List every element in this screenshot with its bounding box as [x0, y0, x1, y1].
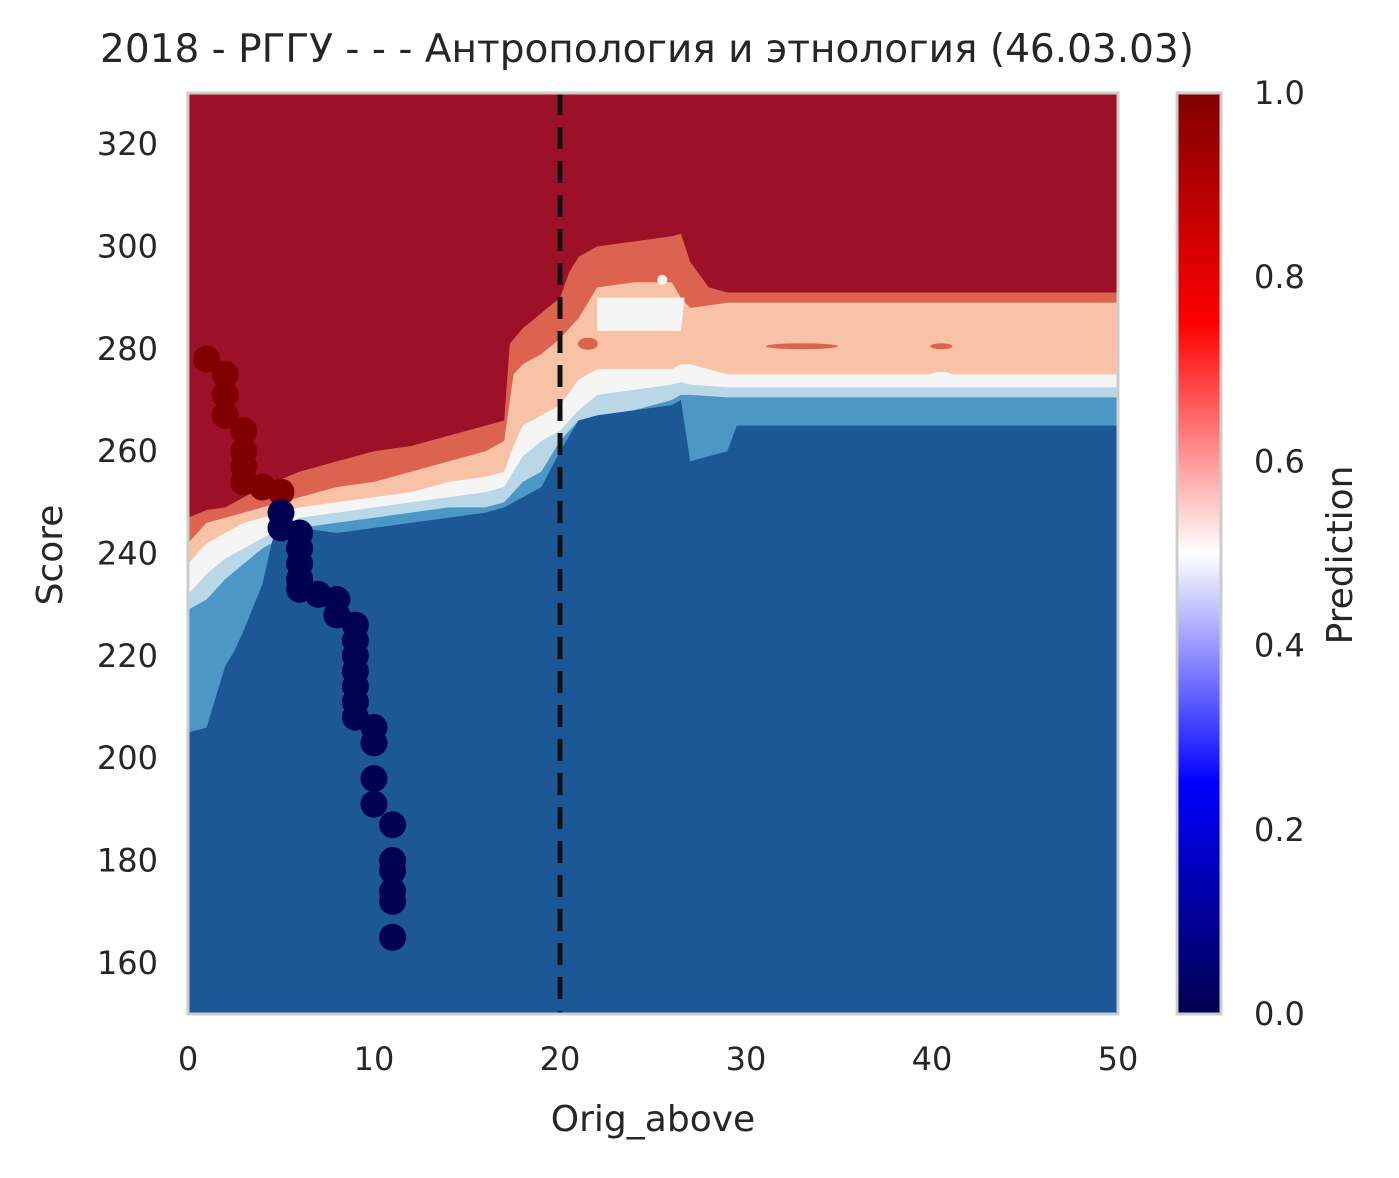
colorbar-tick-labels: 0.0 0.2 0.4 0.6 0.8 1.0 — [1254, 74, 1305, 1033]
colorbar-tick-label: 1.0 — [1254, 74, 1305, 112]
x-tick-label: 30 — [726, 1040, 767, 1078]
colorbar-tick-label: 0.2 — [1254, 811, 1305, 849]
data-point — [360, 790, 388, 818]
x-tick-label: 50 — [1098, 1040, 1139, 1078]
colorbar-tick-label: 0.0 — [1254, 995, 1305, 1033]
y-tick-label: 320 — [97, 125, 158, 163]
colorbar — [1175, 91, 1223, 1016]
y-tick-label: 160 — [97, 944, 158, 982]
data-point — [193, 345, 221, 373]
colorbar-tick-label: 0.4 — [1254, 627, 1305, 665]
contour-band — [657, 274, 668, 285]
colorbar-label: Prediction — [1320, 466, 1361, 645]
data-point — [379, 923, 407, 951]
data-point — [211, 360, 239, 388]
y-tick-label: 220 — [97, 637, 158, 675]
contour-band — [577, 337, 598, 350]
contour-band — [765, 343, 838, 350]
y-tick-label: 200 — [97, 739, 158, 777]
contour-plot-area — [188, 93, 1118, 1014]
x-tick-label: 20 — [540, 1040, 581, 1078]
contour-band — [597, 297, 685, 331]
plot-frame — [186, 91, 1120, 1016]
y-tick-label: 240 — [97, 535, 158, 573]
colorbar-tick-label: 0.8 — [1254, 258, 1305, 296]
data-point — [211, 401, 239, 429]
data-point — [379, 857, 407, 885]
colorbar-tick-label: 0.6 — [1254, 442, 1305, 480]
y-axis-label: Score — [30, 505, 71, 606]
data-point — [379, 811, 407, 839]
contour-band — [188, 400, 1118, 1014]
y-tick-labels: 160 180 200 220 240 260 280 300 320 — [97, 125, 158, 982]
data-point — [360, 765, 388, 793]
contour-band — [930, 343, 953, 350]
y-tick-label: 260 — [97, 432, 158, 470]
data-point — [379, 887, 407, 915]
x-tick-labels: 0 10 20 30 40 50 — [178, 1040, 1139, 1078]
data-point — [267, 478, 295, 506]
chart-title: 2018 - РГГУ - - - Антропология и этнолог… — [100, 27, 1194, 72]
y-tick-label: 180 — [97, 842, 158, 880]
y-tick-label: 300 — [97, 228, 158, 266]
x-tick-label: 10 — [354, 1040, 395, 1078]
x-tick-label: 40 — [912, 1040, 953, 1078]
data-point — [360, 729, 388, 757]
x-axis-label: Orig_above — [551, 1099, 755, 1140]
y-tick-label: 280 — [97, 330, 158, 368]
data-points-layer — [193, 345, 407, 951]
x-tick-label: 0 — [178, 1040, 198, 1078]
data-point — [211, 381, 239, 409]
data-point — [230, 417, 258, 445]
contour-band — [931, 371, 952, 377]
